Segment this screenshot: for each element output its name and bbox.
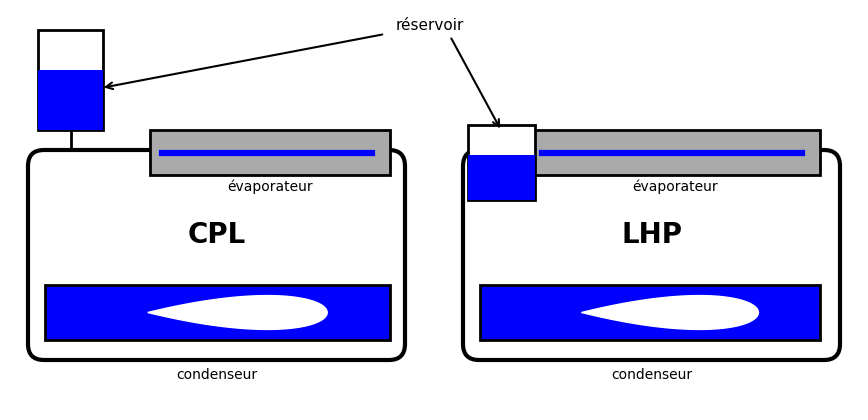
Bar [38, 70, 103, 130]
Text: évaporateur: évaporateur [227, 180, 312, 194]
Bar [45, 285, 390, 340]
Text: CPL: CPL [187, 221, 246, 249]
Text: condenseur: condenseur [611, 368, 692, 382]
Text: réservoir: réservoir [396, 18, 464, 33]
Bar [530, 130, 820, 175]
Text: condenseur: condenseur [176, 368, 257, 382]
Text: LHP: LHP [621, 221, 682, 249]
Bar [468, 125, 535, 200]
Bar [480, 285, 820, 340]
Bar [468, 155, 535, 200]
Polygon shape [148, 296, 327, 329]
Polygon shape [582, 296, 759, 329]
Bar [150, 130, 390, 175]
Text: évaporateur: évaporateur [632, 180, 718, 194]
Bar [38, 30, 103, 130]
